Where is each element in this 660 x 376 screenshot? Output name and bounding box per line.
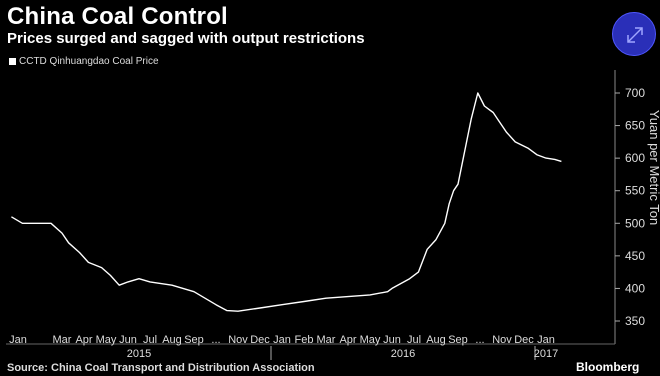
x-tick-label: Sep [184, 334, 204, 346]
chart-title: China Coal Control [7, 3, 228, 30]
y-tick-label: 450 [625, 249, 645, 263]
y-tick-label: 350 [625, 314, 645, 328]
x-tick-label: Nov [228, 334, 248, 346]
x-tick-label: May [360, 334, 381, 346]
x-tick-label: ... [211, 334, 220, 346]
x-tick-label: Jul [407, 334, 421, 346]
legend-swatch [9, 58, 16, 65]
series-line-cctd-qinhuangdao [11, 92, 562, 312]
x-tick-label: Dec [514, 334, 534, 346]
x-tick-label: ... [475, 334, 484, 346]
x-tick-label: May [96, 334, 117, 346]
x-tick-label: Apr [339, 334, 356, 346]
x-tick-label: Apr [75, 334, 92, 346]
x-year-label: 2017 [534, 348, 558, 360]
legend-label: CCTD Qinhuangdao Coal Price [19, 56, 159, 67]
x-year-label: 2015 [127, 348, 151, 360]
source-note: Source: China Coal Transport and Distrib… [7, 362, 315, 374]
x-tick-label: Dec [250, 334, 270, 346]
x-tick-label: Mar [53, 334, 72, 346]
y-axis-label: Yuan per Metric Ton [647, 110, 660, 225]
y-tick-label: 500 [625, 216, 645, 230]
chart-subtitle: Prices surged and sagged with output res… [7, 30, 365, 47]
x-tick-label: Nov [492, 334, 512, 346]
y-tick-label: 650 [625, 119, 645, 133]
x-tick-label: Mar [317, 334, 336, 346]
y-tick-label: 700 [625, 86, 645, 100]
brand-logo: Bloomberg [576, 360, 640, 374]
x-tick-label: Jun [383, 334, 401, 346]
x-tick-label: Jan [9, 334, 27, 346]
x-tick-label: Jan [273, 334, 291, 346]
y-tick-label: 600 [625, 151, 645, 165]
expand-arrows-icon [627, 27, 643, 43]
x-tick-label: Feb [295, 334, 314, 346]
x-tick-label: Jul [143, 334, 157, 346]
legend: CCTD Qinhuangdao Coal Price [9, 56, 159, 67]
x-tick-label: Aug [426, 334, 446, 346]
x-year-label: 2016 [391, 348, 415, 360]
x-tick-label: Aug [162, 334, 182, 346]
x-tick-label: Jun [119, 334, 137, 346]
expand-button[interactable] [612, 12, 656, 56]
y-tick-label: 550 [625, 184, 645, 198]
x-tick-label: Sep [448, 334, 468, 346]
y-tick-label: 400 [625, 281, 645, 295]
x-tick-label: Jan [537, 334, 555, 346]
